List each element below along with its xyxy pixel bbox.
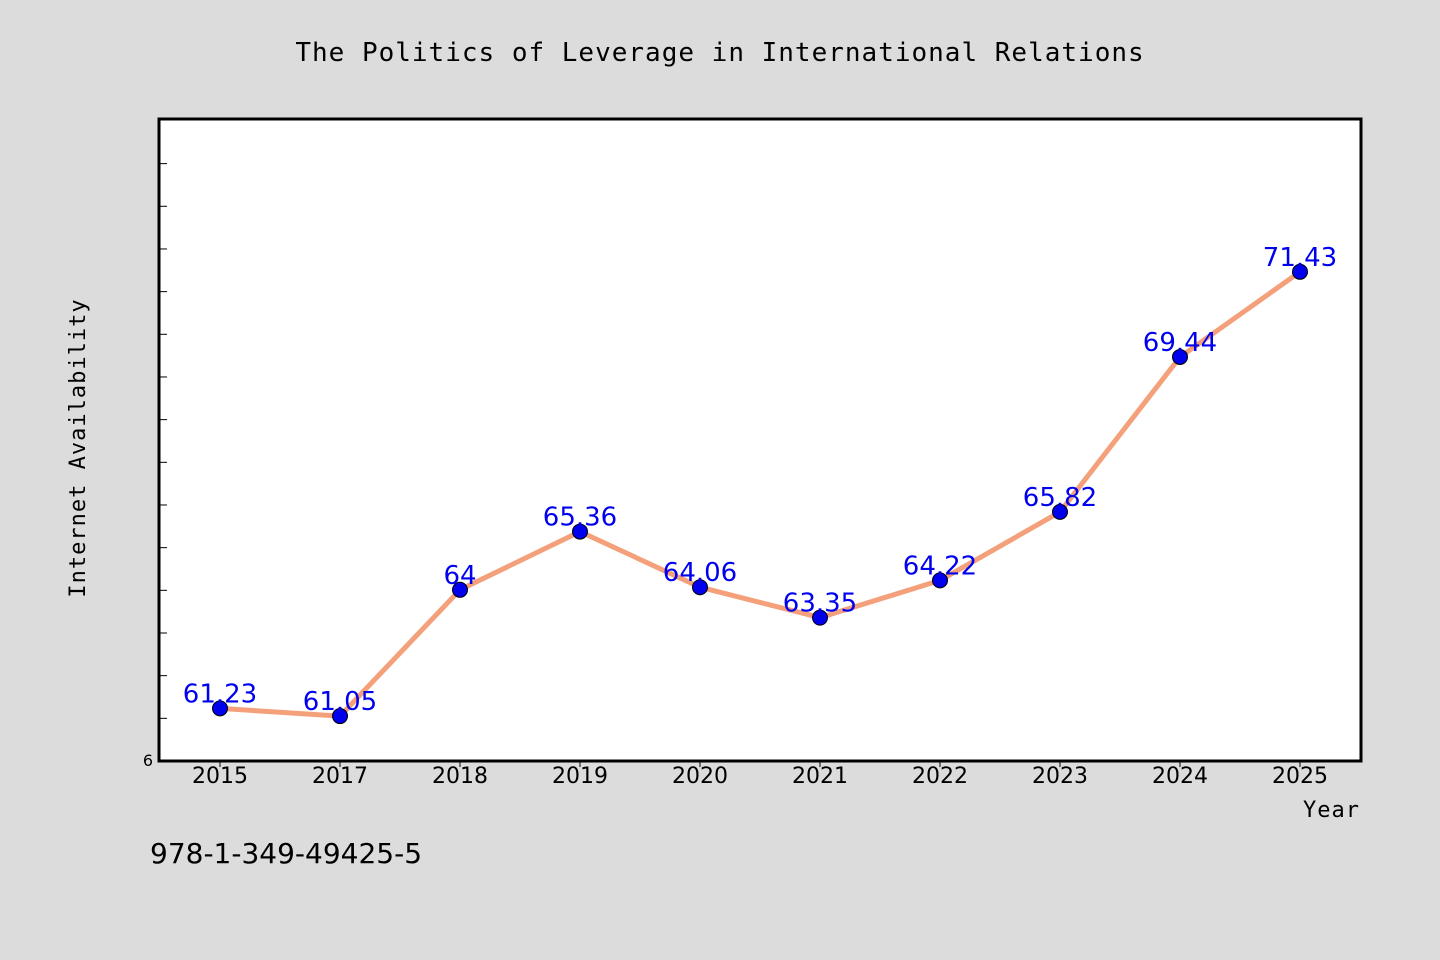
data-point bbox=[572, 523, 588, 540]
x-tick-label: 2025 bbox=[1272, 764, 1328, 789]
data-label: 71.43 bbox=[1263, 243, 1337, 273]
data-label: 64.22 bbox=[903, 551, 977, 581]
data-label: 64 bbox=[443, 561, 476, 591]
x-tick-label: 2022 bbox=[912, 764, 968, 789]
x-tick-label: 2015 bbox=[192, 764, 248, 789]
x-tick-label: 2018 bbox=[432, 764, 488, 789]
data-label: 64.06 bbox=[663, 558, 737, 588]
data-markers bbox=[212, 263, 1308, 725]
y-axis-ticks bbox=[159, 163, 167, 762]
x-axis-label: Year bbox=[1303, 798, 1360, 823]
data-point bbox=[1052, 503, 1068, 520]
series-line bbox=[217, 269, 1303, 719]
data-label: 69.44 bbox=[1143, 328, 1217, 358]
data-point bbox=[212, 700, 228, 717]
x-tick-label: 2020 bbox=[672, 764, 728, 789]
x-tick-label: 2023 bbox=[1032, 764, 1088, 789]
plot-area bbox=[157, 117, 1363, 763]
chart-title: The Politics of Leverage in Internationa… bbox=[295, 38, 1144, 68]
data-label: 65.36 bbox=[543, 503, 617, 533]
x-tick-label: 2017 bbox=[312, 764, 368, 789]
data-point bbox=[332, 708, 348, 725]
data-point bbox=[452, 581, 468, 598]
data-point bbox=[932, 572, 948, 589]
data-label: 61.23 bbox=[183, 679, 257, 709]
y-axis-label: Internet Availability bbox=[66, 298, 91, 597]
data-point bbox=[1172, 348, 1188, 365]
x-axis-ticks: 2015 2017 2018 2019 2020 2021 2022 2023 2024 2025 bbox=[192, 761, 1328, 789]
data-point bbox=[812, 609, 828, 626]
data-label: 61.05 bbox=[303, 687, 377, 717]
x-tick-label: 2019 bbox=[552, 764, 608, 789]
y-tick-label: 6 bbox=[143, 751, 153, 770]
data-label: 63.35 bbox=[783, 589, 857, 619]
isbn-footnote: 978-1-349-49425-5 bbox=[150, 837, 422, 870]
x-tick-label: 2021 bbox=[792, 764, 848, 789]
data-label: 65.82 bbox=[1023, 483, 1097, 513]
x-tick-label: 2024 bbox=[1152, 764, 1208, 789]
data-labels: 61.23 61.05 64 65.36 64.06 63.35 64.22 65.82 69.… bbox=[183, 243, 1337, 717]
data-point bbox=[1292, 263, 1308, 280]
data-point bbox=[692, 579, 708, 596]
